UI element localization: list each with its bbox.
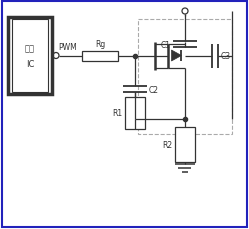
- Bar: [12, 20, 48, 93]
- Text: R2: R2: [162, 140, 172, 149]
- Text: PWM: PWM: [58, 42, 77, 51]
- Bar: [82, 51, 118, 61]
- Text: Rg: Rg: [95, 39, 105, 48]
- Text: R1: R1: [112, 109, 122, 118]
- Text: C1: C1: [161, 40, 171, 49]
- Text: C2: C2: [149, 85, 159, 94]
- Text: IC: IC: [26, 60, 34, 69]
- Bar: [175, 128, 195, 162]
- Polygon shape: [172, 51, 182, 62]
- Bar: [8, 18, 52, 95]
- Text: 电源: 电源: [25, 44, 35, 53]
- Text: C3: C3: [221, 52, 231, 61]
- Bar: [138, 20, 232, 134]
- Bar: [125, 98, 145, 129]
